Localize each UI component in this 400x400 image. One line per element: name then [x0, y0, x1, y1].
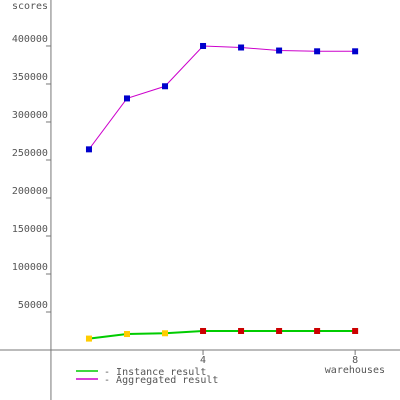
- y-tick-label: 300000: [12, 110, 48, 121]
- data-point: [314, 48, 321, 55]
- series-line: [88, 329, 356, 340]
- data-point: [123, 331, 130, 338]
- data-point: [200, 42, 207, 49]
- y-tick-label: 400000: [12, 34, 48, 45]
- y-tick-label: 250000: [12, 148, 48, 159]
- series-line: [88, 45, 356, 150]
- legend-name: Aggregated result: [116, 375, 218, 386]
- data-point: [85, 335, 92, 342]
- data-point: [200, 327, 207, 334]
- data-point: [276, 47, 283, 54]
- legend-label: - Aggregated result: [104, 375, 218, 386]
- data-point: [238, 327, 245, 334]
- data-point: [162, 83, 169, 90]
- y-tick-label: 50000: [18, 300, 48, 311]
- data-point: [276, 327, 283, 334]
- data-point: [352, 48, 359, 55]
- legend-name: Instance result: [116, 367, 206, 378]
- y-axis-label: scores: [12, 1, 48, 12]
- x-tick-label: 8: [352, 355, 358, 366]
- legend-label: - Instance result: [104, 367, 206, 378]
- y-tick-label: 350000: [12, 72, 48, 83]
- y-tick-label: 150000: [12, 224, 48, 235]
- data-point: [314, 327, 321, 334]
- data-point: [85, 146, 92, 153]
- data-point: [123, 95, 130, 102]
- data-point: [352, 327, 359, 334]
- x-axis-label: warehouses: [325, 365, 385, 376]
- data-point: [162, 330, 169, 337]
- y-tick-label: 100000: [12, 262, 48, 273]
- data-point: [238, 44, 245, 51]
- y-tick-label: 200000: [12, 186, 48, 197]
- x-tick-label: 4: [200, 355, 206, 366]
